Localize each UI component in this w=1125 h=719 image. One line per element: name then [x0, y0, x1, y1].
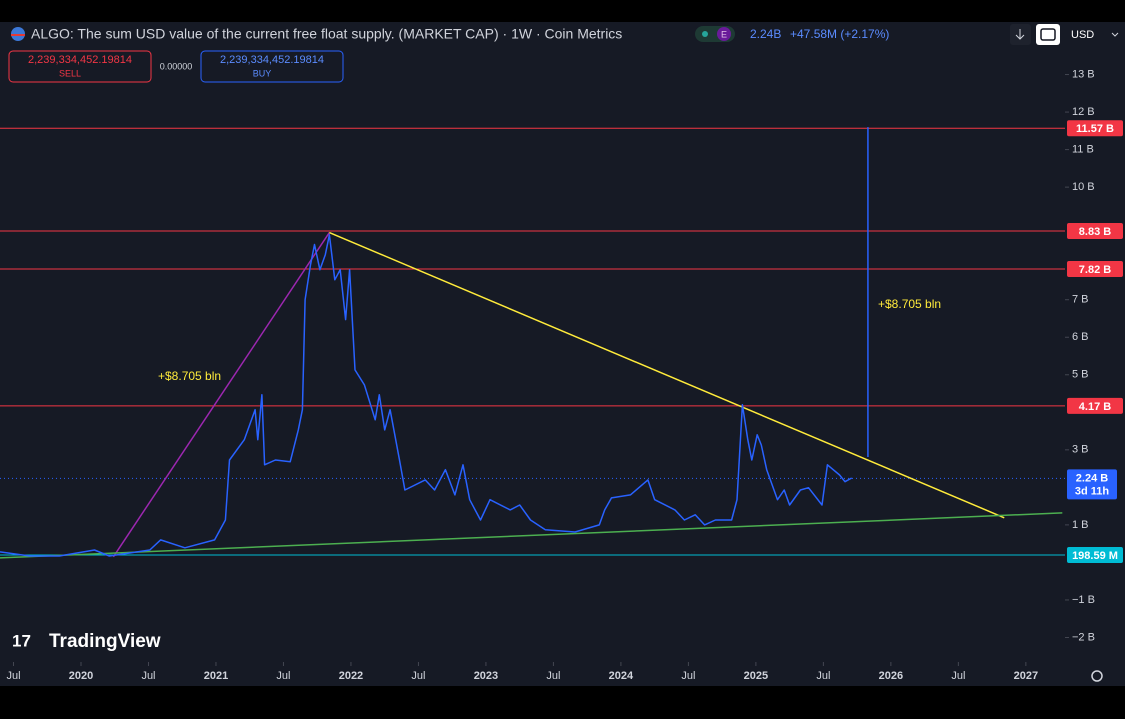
x-tick-label: 2020	[69, 670, 93, 682]
earnings-badge-text: E	[721, 29, 727, 39]
y-tick-label: 7 B	[1072, 294, 1089, 306]
earnings-badge	[717, 27, 731, 41]
x-tick-label: Jul	[951, 670, 965, 682]
last-price: 2.24B	[750, 27, 781, 41]
price-change: +47.58M (+2.17%)	[790, 27, 889, 41]
countdown: 3d 11h	[1075, 485, 1110, 497]
price-tag-label: 11.57 B	[1076, 123, 1114, 135]
x-tick-label: Jul	[411, 670, 425, 682]
chart-title: ALGO: The sum USD value of the current f…	[31, 26, 622, 42]
logo-mark: 17	[12, 631, 31, 650]
x-tick-label: Jul	[816, 670, 830, 682]
y-tick-label: 13 B	[1072, 68, 1095, 80]
price-tag	[1067, 223, 1123, 240]
x-tick-label: 2023	[474, 670, 498, 682]
x-tick-label: Jul	[276, 670, 290, 682]
chart-background	[0, 22, 1125, 686]
sell-label: SELL	[59, 68, 81, 78]
annotation: +$8.705 bln	[878, 297, 941, 311]
currency-selector[interactable]	[1066, 24, 1125, 45]
trendline	[112, 232, 330, 558]
fullscreen-button[interactable]	[1036, 24, 1060, 45]
price-tag	[1067, 397, 1123, 414]
last-price-tag	[1067, 469, 1117, 500]
trendline	[329, 231, 1005, 519]
buy-price: 2,239,334,452.19814	[220, 54, 324, 66]
x-tick-label: Jul	[141, 670, 155, 682]
price-tag-label: 198.59 M	[1072, 550, 1118, 562]
sell-price: 2,239,334,452.19814	[28, 54, 132, 66]
annotation: +$8.705 bln	[158, 369, 221, 383]
last-price-tag-label: 2.24 B	[1076, 472, 1108, 484]
x-tick-label: Jul	[681, 670, 695, 682]
flag-stripe	[11, 34, 25, 36]
price-tag	[1067, 260, 1123, 277]
currency: USD	[1071, 29, 1094, 41]
y-tick-label: 6 B	[1072, 331, 1089, 343]
x-tick-label: Jul	[6, 670, 20, 682]
x-tick-label: 2022	[339, 670, 363, 682]
x-tick-label: Jul	[546, 670, 560, 682]
price-tag-label: 7.82 B	[1079, 264, 1111, 276]
price-tag-label: 8.83 B	[1079, 226, 1111, 238]
y-tick-label: 12 B	[1072, 106, 1095, 118]
y-tick-label: 1 B	[1072, 519, 1089, 531]
plot-area	[0, 127, 1065, 559]
price-tag	[1067, 546, 1123, 563]
buy-button[interactable]	[200, 50, 344, 83]
x-tick-label: 2021	[204, 670, 228, 682]
x-tick-label: 2027	[1014, 670, 1038, 682]
trendline	[0, 512, 1063, 559]
y-tick-label: −2 B	[1072, 631, 1095, 643]
x-tick-label: 2026	[879, 670, 903, 682]
buy-label: BUY	[253, 68, 272, 78]
price-tag	[1067, 120, 1123, 137]
y-tick-label: −1 B	[1072, 594, 1095, 606]
axes: 13 B 12 B 11 B 10 B 7 B 6 B 5 B 3 B 1 B −1 B −2 B J…	[6, 68, 1123, 682]
y-tick-label: 11 B	[1072, 144, 1094, 156]
price-tag-label: 4.17 B	[1079, 401, 1111, 413]
y-tick-label: 10 B	[1072, 181, 1095, 193]
y-tick-label: 3 B	[1072, 444, 1089, 456]
status-dot	[702, 31, 708, 37]
logo: TradingView	[49, 631, 161, 652]
price-line	[0, 234, 853, 557]
spread: 0.00000	[160, 61, 193, 71]
x-tick-label: 2025	[744, 670, 768, 682]
y-tick-label: 5 B	[1072, 369, 1089, 381]
settings-icon[interactable]	[1091, 670, 1103, 682]
sell-button[interactable]	[8, 50, 152, 83]
download-icon	[1015, 29, 1025, 40]
dropdown-arrow	[1111, 32, 1119, 37]
fullscreen-icon	[1040, 28, 1056, 41]
x-tick-label: 2024	[609, 670, 634, 682]
